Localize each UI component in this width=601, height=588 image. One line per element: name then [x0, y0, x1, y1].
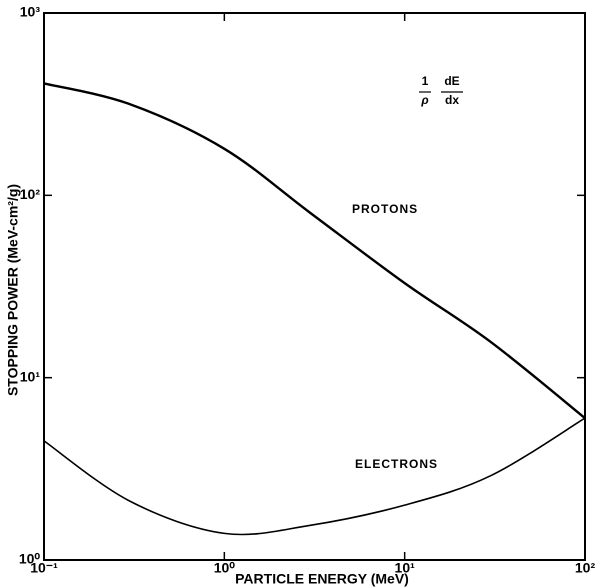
plot-frame [43, 12, 586, 561]
annotation-text: dE [444, 74, 459, 88]
annotation: 1 ρ dE dx [419, 74, 463, 107]
series-label: ELECTRONS [355, 457, 438, 471]
y-tick-label: 10⁰ [19, 551, 41, 567]
series-label: PROTONS [352, 202, 418, 216]
x-tick-label: 10⁰ [214, 560, 236, 576]
x-tick-label: 10² [575, 560, 596, 576]
annotation-text: dx [445, 93, 459, 107]
annotation-text: 1 [422, 74, 429, 88]
y-axis-label: STOPPING POWER (MeV-cm²/g) [5, 184, 21, 396]
series-line [43, 82, 586, 420]
y-tick-label: 10¹ [20, 368, 41, 384]
series-line [43, 417, 586, 536]
y-tick-label: 10² [20, 186, 41, 202]
x-tick-label: 10⁻¹ [30, 560, 58, 576]
x-axis-label: PARTICLE ENERGY (MeV) [235, 571, 409, 587]
x-tick-label: 10¹ [395, 560, 416, 576]
annotation-text: ρ [420, 93, 428, 107]
y-tick-label: 10³ [20, 4, 41, 20]
